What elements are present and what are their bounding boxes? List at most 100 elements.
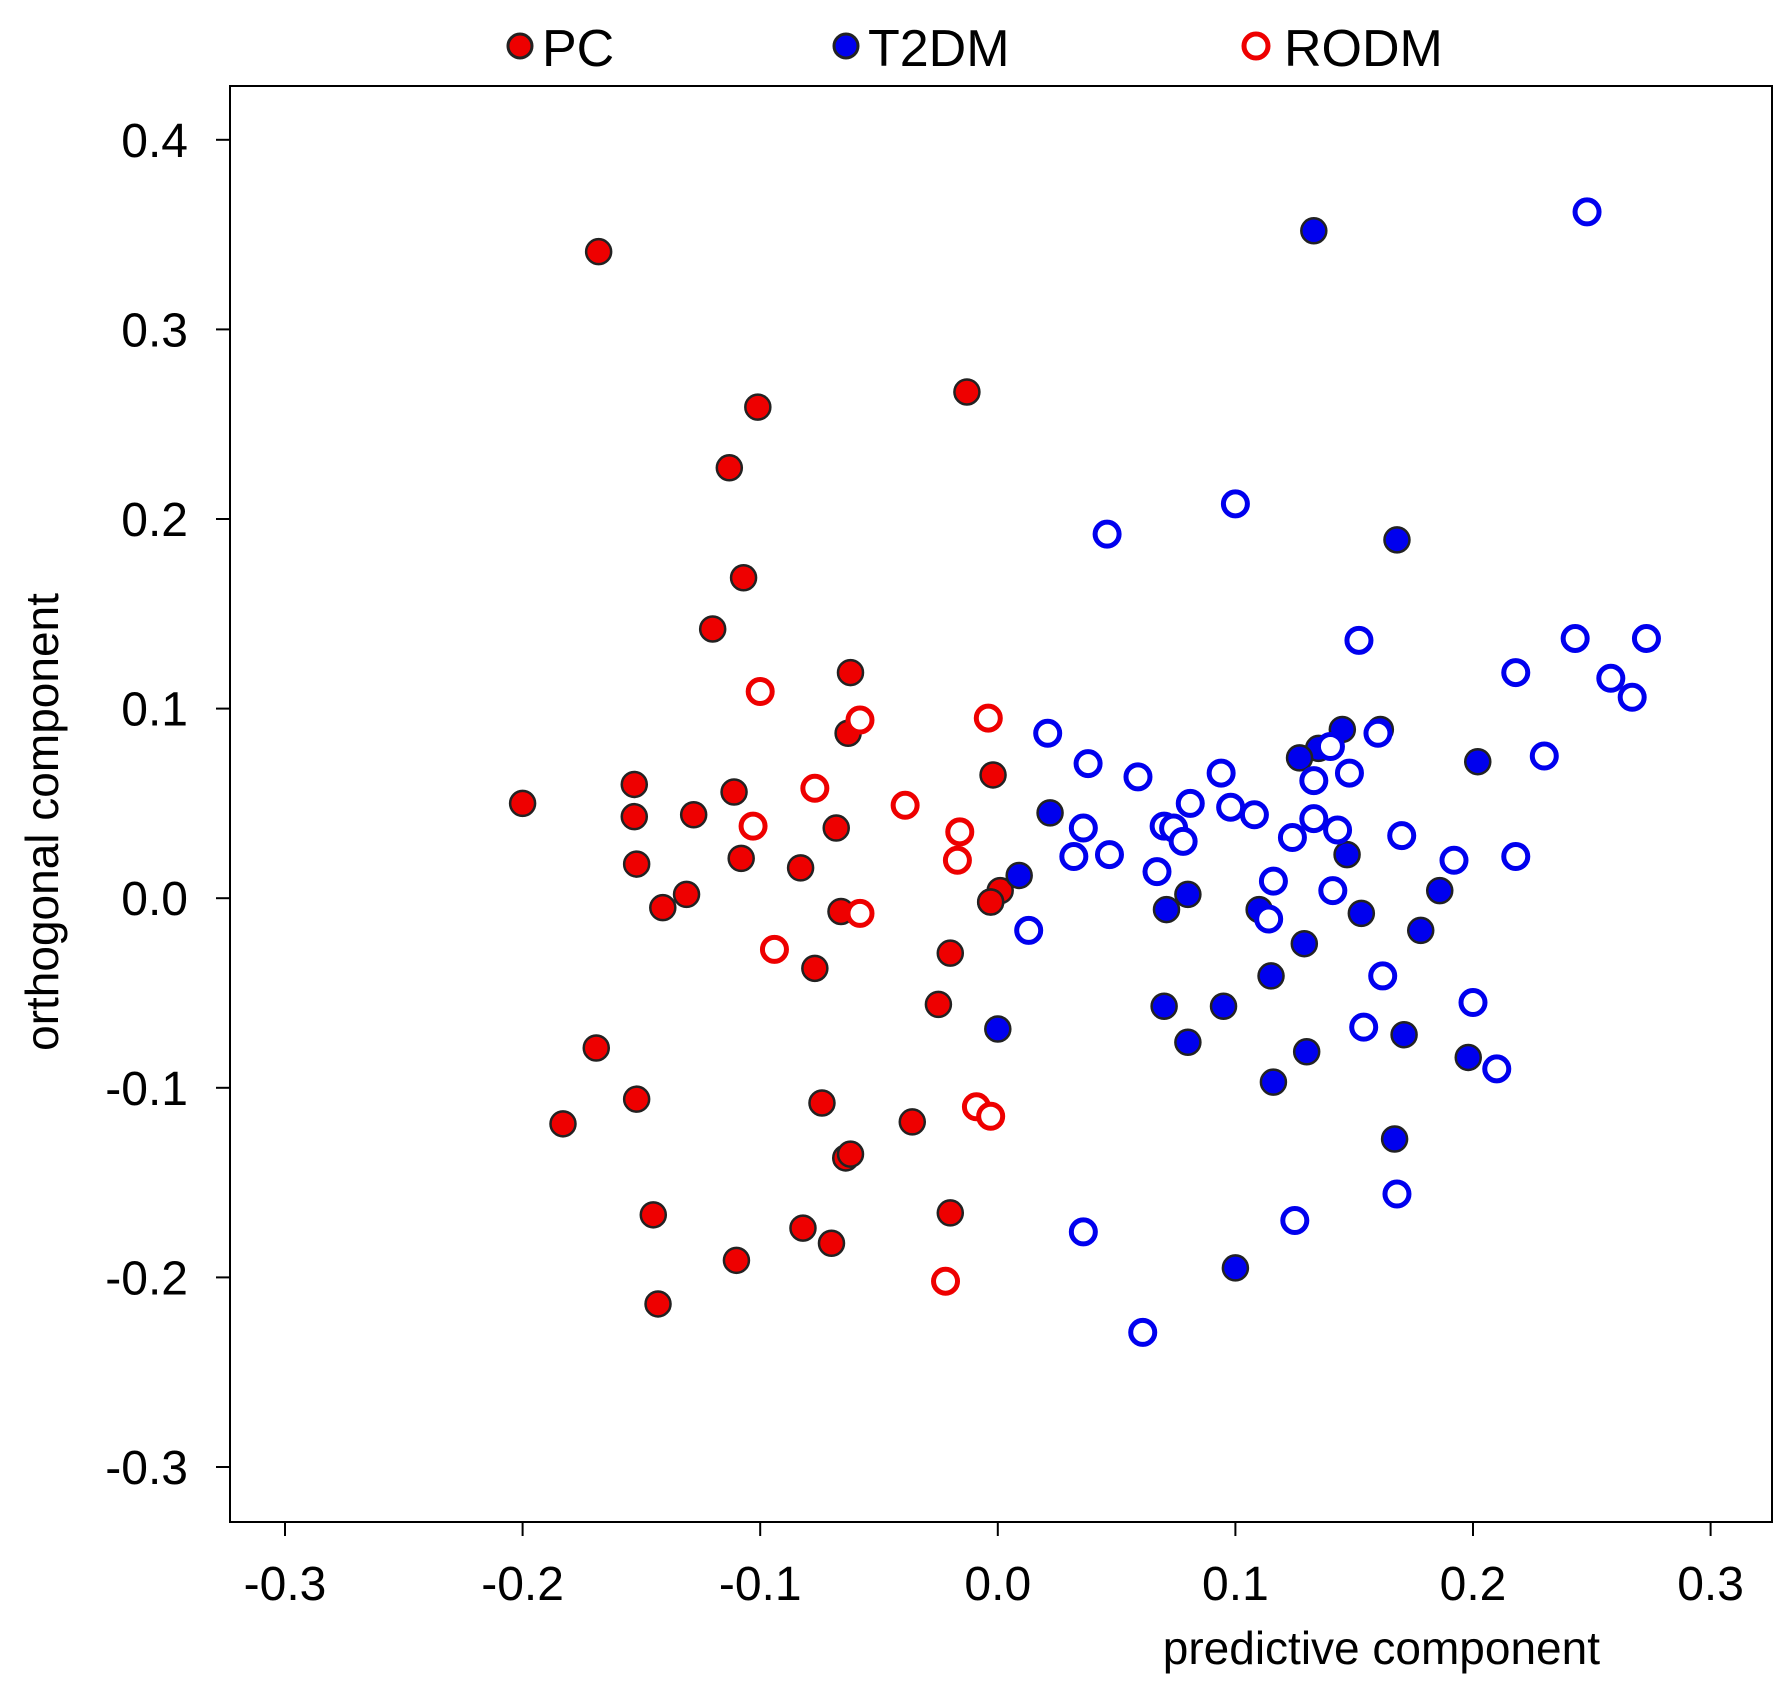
point-rodm (1014, 915, 1044, 945)
point-rodm (759, 934, 789, 964)
point-rodm (1280, 1206, 1310, 1236)
point-t2dm (1300, 217, 1328, 245)
point-t2dm (1454, 1043, 1482, 1072)
point-rodm (1334, 758, 1364, 788)
x-tick-label: 0.3 (1677, 1558, 1744, 1611)
y-tick-label: 0.1 (121, 684, 188, 737)
legend-label-rodm: RODM (1284, 20, 1443, 78)
point-rodm (1277, 823, 1307, 853)
y-tick-label: -0.2 (105, 1252, 188, 1305)
point-rodm (931, 1266, 961, 1296)
point-t2dm (1290, 929, 1319, 958)
point-rodm (1142, 857, 1172, 887)
point-t2dm (1333, 840, 1361, 869)
point-rodm (1033, 718, 1063, 748)
point-pc (698, 615, 727, 643)
point-pc (789, 1214, 817, 1242)
y-tick-label: -0.3 (105, 1442, 188, 1495)
point-pc (679, 801, 708, 829)
point-t2dm (1150, 992, 1178, 1021)
y-axis-title: orthogonal component (16, 593, 68, 1051)
point-rodm (1206, 758, 1236, 788)
point-rodm (1216, 792, 1246, 822)
point-pc (727, 844, 755, 873)
y-tick-label: 0.3 (121, 304, 188, 357)
point-t2dm (1257, 962, 1285, 990)
y-axis: 0.4 0.3 0.2 0.1 0.0 -0.1 -0.2 -0.3 (105, 115, 231, 1495)
point-pc (644, 1290, 672, 1318)
point-rodm (1315, 732, 1345, 762)
point-rodm (1168, 826, 1198, 856)
point-pc (924, 990, 953, 1019)
point-pc (649, 893, 677, 922)
y-tick-label: 0.0 (121, 873, 188, 926)
point-t2dm (1292, 1038, 1321, 1066)
point-rodm (1501, 841, 1531, 871)
point-rodm (1363, 718, 1393, 748)
point-pc (801, 954, 829, 983)
point-rodm (1258, 866, 1288, 896)
point-pc (898, 1108, 927, 1136)
point-rodm (945, 817, 975, 847)
legend: PC T2DM RODM (506, 20, 1443, 78)
point-t2dm (1005, 861, 1033, 890)
point-rodm (1094, 840, 1124, 870)
point-rodm (1175, 788, 1205, 818)
point-rodm (890, 790, 920, 820)
point-rodm (1368, 961, 1398, 991)
x-tick-label: 0.1 (1202, 1558, 1269, 1611)
point-rodm (1458, 987, 1488, 1017)
point-t2dm (1152, 895, 1181, 924)
x-tick-label: 0.2 (1440, 1558, 1507, 1611)
x-axis: -0.3 -0.2 -0.1 0.0 0.1 0.2 0.3 (244, 1521, 1744, 1611)
point-pc (582, 1034, 611, 1062)
point-rodm (1596, 663, 1626, 693)
point-pc (622, 850, 651, 878)
point-rodm (1439, 845, 1469, 875)
point-pc (936, 939, 965, 967)
point-t2dm (1390, 1020, 1418, 1049)
point-rodm (976, 1101, 1006, 1131)
point-pc (639, 1201, 668, 1229)
point-pc (822, 814, 850, 842)
point-rodm (1482, 1054, 1512, 1084)
point-t2dm (1285, 744, 1314, 772)
point-rodm (1123, 762, 1153, 792)
point-rodm (1349, 1012, 1379, 1042)
point-pc (622, 1085, 651, 1113)
point-t2dm (1221, 1254, 1250, 1282)
point-pc (976, 888, 1005, 916)
point-t2dm (1425, 876, 1454, 905)
point-pc (953, 378, 981, 406)
point-rodm (973, 703, 1003, 733)
point-rodm (745, 677, 775, 707)
point-pc (715, 454, 744, 482)
point-t2dm (1383, 526, 1411, 554)
x-tick-label: -0.2 (481, 1558, 564, 1611)
point-t2dm (1380, 1125, 1409, 1153)
point-rodm (1068, 1217, 1098, 1247)
point-pc (722, 1246, 751, 1275)
point-pc (786, 854, 815, 882)
point-pc (720, 778, 748, 806)
x-tick-label: -0.3 (244, 1558, 327, 1611)
point-t2dm (1259, 1068, 1288, 1096)
point-rodm (1560, 623, 1590, 653)
point-pc (729, 564, 758, 592)
point-rodm (845, 898, 875, 928)
point-rodm (1318, 876, 1348, 906)
x-tick-label: 0.0 (964, 1558, 1031, 1611)
point-rodm (1382, 1179, 1412, 1209)
y-tick-label: -0.1 (105, 1063, 188, 1116)
point-rodm (1323, 815, 1353, 845)
point-rodm (1501, 658, 1531, 688)
point-rodm (845, 705, 875, 735)
point-rodm (1387, 821, 1417, 851)
point-t2dm (1464, 747, 1492, 776)
point-t2dm (1174, 1028, 1202, 1057)
point-t2dm (1174, 880, 1202, 909)
point-rodm (1617, 682, 1647, 712)
point-pc (672, 880, 701, 909)
point-pc (979, 761, 1007, 789)
